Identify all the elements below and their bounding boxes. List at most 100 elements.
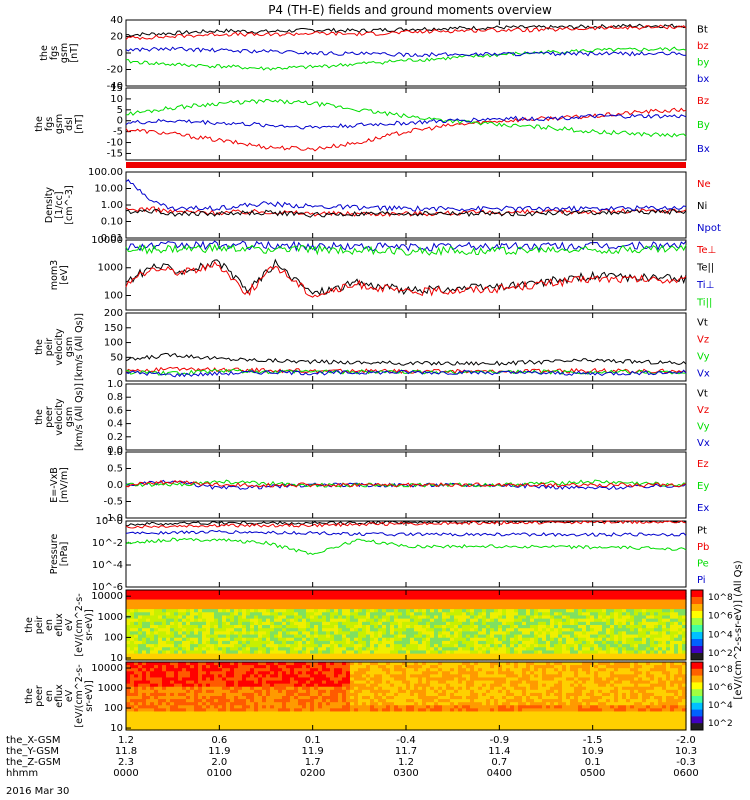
spectrogram-cell [178,702,183,706]
spectrogram-cell [482,631,487,636]
spectrogram-cell [410,711,415,716]
spectrogram-cell [434,647,439,652]
spectrogram-cell [366,605,371,610]
spectrogram-cell [302,653,307,658]
spectrogram-cell [134,609,139,613]
spectrogram-cell [170,699,175,703]
spectrogram-cell [210,665,215,669]
spectrogram-cell [562,640,567,645]
spectrogram-cell [390,628,395,632]
spectrogram-cell [486,631,491,636]
spectrogram-cell [270,615,275,620]
spectrogram-cell [234,628,239,632]
spectrogram-cell [266,647,271,652]
spectrogram-cell [206,717,211,722]
spectrogram-cell [546,609,551,613]
spectrogram-cell [586,653,591,658]
spectrogram-cell [382,677,387,682]
spectrogram-cell [466,612,471,617]
spectrogram-cell [150,692,155,697]
spectrogram-cell [674,590,679,594]
spectrogram-cell [142,618,147,623]
spectrogram-cell [138,653,143,658]
spectrogram-cell [406,628,411,632]
spectrogram-cell [214,602,219,607]
spectrogram-cell [322,702,327,706]
spectrogram-cell [278,665,283,669]
spectrogram-cell [170,615,175,620]
spectrogram-cell [186,647,191,652]
spectrogram-cell [242,705,247,709]
spectrogram-cell [378,686,383,691]
spectrogram-cell [222,634,227,639]
spectrogram-cell [406,656,411,661]
spectrogram-cell [222,702,227,706]
spectrogram-cell [502,621,507,626]
spectrogram-cell [218,590,223,594]
spectrogram-cell [382,631,387,636]
spectrogram-cell [358,615,363,620]
spectrogram-cell [270,686,275,691]
spectrogram-cell [266,686,271,691]
spectrogram-cell [254,692,259,697]
spectrogram-cell [618,590,623,594]
spectrogram-cell [142,711,147,716]
spectrogram-cell [314,705,319,709]
spectrogram-cell [262,618,267,623]
spectrogram-cell [518,631,523,636]
spectrogram-cell [126,680,131,685]
spectrogram-cell [350,686,355,691]
spectrogram-cell [258,593,263,597]
spectrogram-cell [398,720,403,725]
spectrogram-cell [278,674,283,679]
spectrogram-cell [638,596,643,601]
spectrogram-cell [134,705,139,709]
spectrogram-cell [362,653,367,658]
spectrogram-cell [382,621,387,626]
spectrogram-cell [246,650,251,655]
spectrogram-cell [414,668,419,672]
spectrogram-cell [146,621,151,626]
spectrogram-cell [338,596,343,601]
spectrogram-cell [410,720,415,725]
spectrogram-cell [158,640,163,645]
spectrogram-cell [134,674,139,679]
spectrogram-cell [678,650,683,655]
spectrogram-cell [354,628,359,632]
spectrogram-cell [346,653,351,658]
spectrogram-cell [378,590,383,594]
spectrogram-cell [238,692,243,697]
spectrogram-cell [466,653,471,658]
spectrogram-cell [366,699,371,703]
spectrogram-cell [566,615,571,620]
spectrogram-cell [662,596,667,601]
spectrogram-cell [214,612,219,617]
spectrogram-cell [614,602,619,607]
spectrogram-cell [246,647,251,652]
series-line-Te|| [125,258,687,296]
spectrogram-cell [598,625,603,629]
spectrogram-cell [214,668,219,672]
spectrogram-cell [282,609,287,613]
spectrogram-cell [314,596,319,601]
spectrogram-cell [418,637,423,642]
spectrogram-cell [258,686,263,691]
spectrogram-cell [186,650,191,655]
spectrogram-cell [230,708,235,713]
spectrogram-cell [514,609,519,613]
spectrogram-cell [186,702,191,706]
legend-entry: Bt [697,24,708,35]
spectrogram-cell [662,615,667,620]
spectrogram-cell [306,612,311,617]
spectrogram-cell [398,674,403,679]
spectrogram-cell [330,699,335,703]
spectrogram-cell [470,644,475,648]
spectrogram-cell [406,637,411,642]
spectrogram-cell [406,650,411,655]
spectrogram-cell [390,717,395,722]
spectrogram-cell [134,662,139,666]
spectrogram-cell [578,596,583,601]
spectrogram-cell [662,593,667,597]
spectrogram-cell [402,621,407,626]
spectrogram-cell [466,637,471,642]
